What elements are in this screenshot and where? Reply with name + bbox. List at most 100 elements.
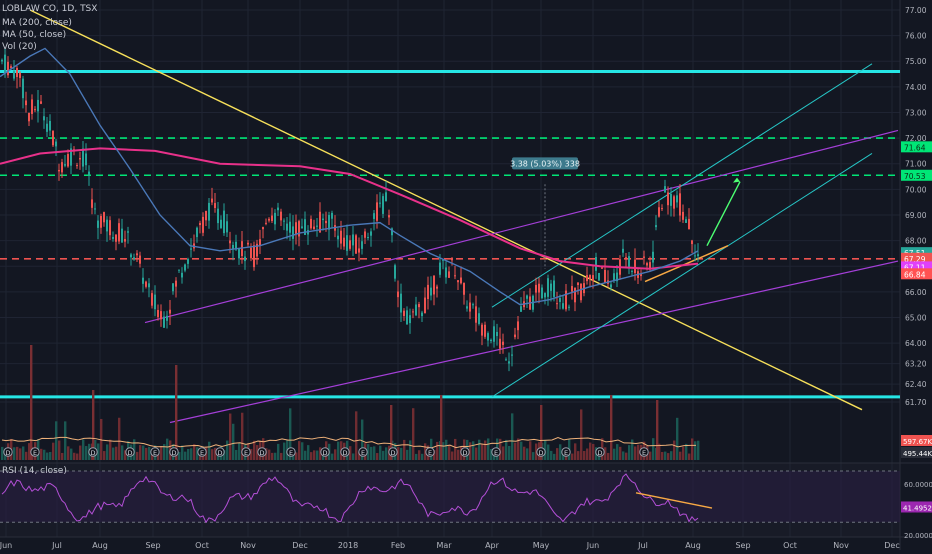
volume-bar-211 [634, 446, 637, 460]
volume-bar-134 [403, 439, 406, 460]
volume-bar-17 [52, 442, 55, 460]
candle-body-203 [610, 284, 612, 288]
event-marker-13 [358, 447, 368, 457]
price-tag-1: 70.53 [904, 172, 926, 181]
green-arrow-head [733, 177, 740, 183]
volume-bar-40 [121, 445, 124, 460]
purple-channel-lower [169, 260, 899, 424]
candle-body-195 [586, 275, 588, 282]
volume-bar-209 [628, 445, 631, 460]
volume-bar-125 [376, 453, 379, 460]
candle-body-227 [682, 211, 684, 220]
volume-bar-0 [1, 446, 4, 460]
event-marker-letter-14: D [390, 449, 395, 457]
event-marker-1 [30, 447, 40, 457]
volume-bar-118 [355, 411, 358, 460]
event-marker-20 [595, 447, 605, 457]
y-tick-label-0: 77.00 [905, 6, 927, 15]
candle-body-224 [673, 196, 675, 209]
candle-body-100 [301, 226, 303, 228]
candle-body-207 [622, 248, 624, 253]
volume-bar-145 [436, 441, 439, 460]
y-tick-label-11: 66.00 [905, 288, 927, 297]
volume-bar-159 [478, 439, 481, 460]
volume-bar-226 [679, 451, 682, 460]
volume-bar-137 [412, 408, 415, 460]
candle-body-145 [436, 286, 438, 289]
y-tick-label-2: 75.00 [905, 57, 927, 66]
volume-bar-206 [619, 446, 622, 460]
volume-bar-88 [265, 448, 268, 460]
yellow-downtrend-line [29, 9, 863, 411]
volume-spike-0 [30, 345, 33, 460]
rsi-tick-label-2: 20.0000 [904, 532, 932, 540]
volume-bar-169 [508, 446, 511, 460]
candle-body-161 [484, 324, 486, 337]
candle-body-231 [694, 255, 696, 257]
candle-body-121 [364, 231, 366, 238]
candle-body-162 [487, 333, 489, 341]
candle-body-88 [265, 222, 267, 224]
event-marker-8 [241, 447, 251, 457]
event-marker-2 [88, 447, 98, 457]
x-tick-label-16: Oct [783, 541, 797, 550]
candle-body-41 [124, 239, 126, 242]
candle-body-128 [385, 192, 387, 202]
volume-bar-37 [112, 447, 115, 460]
candle-body-10 [31, 99, 33, 114]
price-tag-4: 67.11 [904, 263, 926, 272]
candle-body-117 [352, 234, 354, 246]
candle-body-89 [268, 218, 270, 221]
volume-bar-149 [448, 444, 451, 460]
volume-bar-151 [454, 438, 457, 460]
volume-bar-124 [373, 446, 376, 460]
price-tag-box-1 [901, 169, 932, 181]
candle-body-223 [670, 193, 672, 206]
event-marker-21 [639, 447, 649, 457]
event-marker-5 [169, 447, 179, 457]
volume-bar-44 [133, 439, 136, 460]
candle-body-86 [259, 239, 261, 246]
volume-bar-122 [367, 444, 370, 460]
candle-body-166 [499, 338, 501, 349]
volume-bar-170 [511, 413, 514, 460]
event-marker-letter-17: E [494, 449, 498, 457]
volume-bar-92 [277, 443, 280, 460]
event-marker-3 [125, 447, 135, 457]
candle-body-165 [496, 331, 498, 337]
candle-body-210 [631, 270, 633, 272]
volume-bar-182 [547, 444, 550, 460]
candle-body-74 [223, 210, 225, 234]
candle-body-13 [40, 101, 42, 104]
y-tick-label-14: 63.20 [905, 360, 927, 369]
volume-tag-box-1 [901, 447, 932, 458]
indicator-legend-ma50: MA (50, close) [2, 30, 69, 40]
volume-bar-93 [280, 452, 283, 460]
event-marker-6 [197, 447, 207, 457]
volume-bar-50 [151, 453, 154, 460]
candle-body-63 [190, 248, 192, 250]
volume-bar-59 [178, 452, 181, 460]
candle-body-56 [169, 309, 171, 314]
volume-bar-224 [673, 440, 676, 460]
volume-bar-103 [310, 452, 313, 460]
volume-bar-99 [298, 441, 301, 460]
volume-bar-162 [487, 438, 490, 460]
candle-body-183 [550, 283, 552, 291]
event-marker-letter-2: D [90, 449, 95, 457]
candle-body-104 [313, 226, 315, 230]
candle-body-138 [415, 304, 417, 316]
candle-body-4 [13, 71, 15, 79]
candle-body-184 [553, 280, 555, 297]
volume-bar-84 [253, 440, 256, 460]
volume-bar-144 [433, 450, 436, 460]
volume-bar-63 [190, 448, 193, 460]
x-tick-label-18: Dec [884, 541, 899, 550]
candle-body-225 [676, 195, 678, 203]
candle-body-221 [664, 186, 666, 193]
event-marker-letter-8: E [244, 449, 248, 457]
candle-body-18 [55, 141, 57, 147]
candle-body-107 [322, 218, 324, 221]
event-marker-letter-10: E [289, 449, 293, 457]
